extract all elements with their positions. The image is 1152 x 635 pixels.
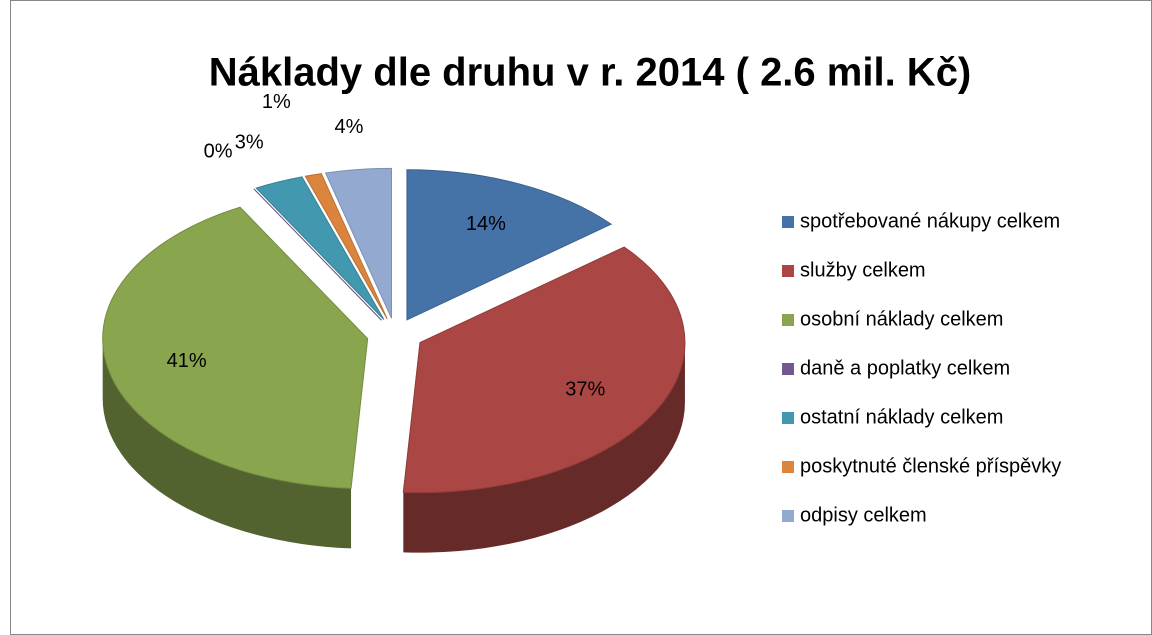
- legend-label: ostatní náklady celkem: [800, 406, 1003, 428]
- pie-sides: [102, 338, 685, 553]
- legend-label: spotřebované nákupy celkem: [800, 210, 1060, 232]
- data-label: 14%: [466, 213, 506, 235]
- slice: [406, 169, 613, 321]
- pie-tops: [102, 167, 686, 494]
- legend-label: poskytnuté členské příspěvky: [800, 455, 1061, 477]
- slice: [402, 246, 686, 494]
- data-label: 3%: [235, 132, 264, 154]
- slice: [304, 173, 388, 320]
- slice: [102, 206, 369, 489]
- data-label: 0%: [204, 140, 233, 162]
- legend-swatch: [782, 412, 794, 424]
- data-label: 41%: [167, 350, 207, 372]
- data-label: 37%: [565, 379, 605, 401]
- legend-swatch: [782, 265, 794, 277]
- legend-swatch: [782, 461, 794, 473]
- data-label: 1%: [262, 91, 291, 113]
- chart-title: Náklady dle druhu v r. 2014 ( 2.6 mil. K…: [209, 51, 972, 95]
- data-label: 4%: [335, 116, 364, 138]
- legend-label: služby celkem: [800, 259, 926, 281]
- legend-label: daně a poplatky celkem: [800, 357, 1010, 379]
- legend-swatch: [782, 363, 794, 375]
- slice: [255, 176, 385, 320]
- slice: [324, 167, 392, 319]
- legend-swatch: [782, 216, 794, 228]
- legend-swatch: [782, 314, 794, 326]
- legend-swatch: [782, 510, 794, 522]
- legend-label: odpisy celkem: [800, 504, 927, 526]
- legend-label: osobní náklady celkem: [800, 308, 1003, 330]
- slice-side: [403, 342, 685, 553]
- slice-side: [102, 338, 352, 549]
